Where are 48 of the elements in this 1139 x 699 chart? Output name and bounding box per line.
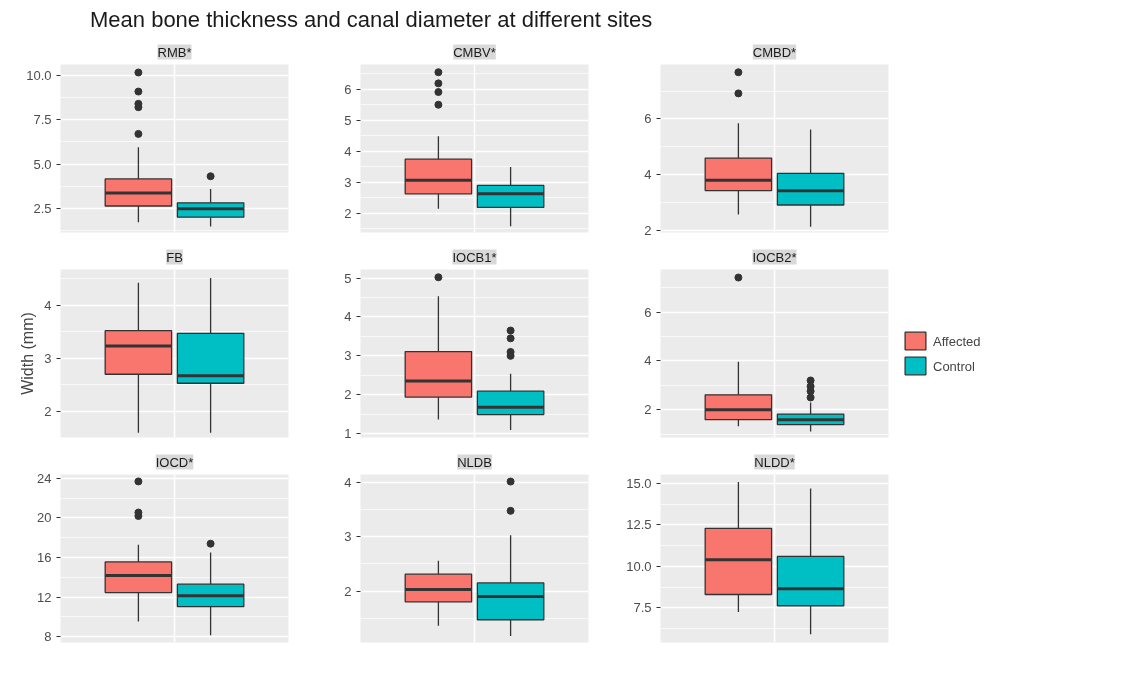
chart-title: CMBV*: [453, 44, 496, 60]
chart-title: IOCD*: [155, 454, 194, 470]
y-tick-label: 6: [644, 111, 652, 127]
chart-title: CMBD*: [752, 44, 797, 60]
y-tick-label: 16: [37, 550, 52, 566]
y-tick-label: 4: [344, 309, 352, 325]
chart-title: IOCB1*: [452, 249, 497, 265]
legend-label: Affected: [933, 333, 981, 349]
y-tick-label: 12.5: [626, 517, 652, 533]
y-tick-label: 2.5: [33, 201, 52, 217]
chart-title: RMB*: [157, 44, 192, 60]
y-tick-label: 12: [37, 589, 52, 605]
y-tick-label: 6: [644, 305, 652, 321]
y-tick-label: 2: [344, 583, 352, 599]
y-tick-label: 6: [344, 82, 352, 98]
legend-label: Control: [933, 358, 975, 374]
text: Mean bone thickness and canal diameter at different sites: [90, 6, 653, 34]
chart-title: IOCB2*: [752, 249, 797, 265]
chart-title: NLDD*: [754, 454, 795, 470]
chart-title: NLDB: [457, 454, 492, 470]
y-tick-label: 4: [644, 167, 652, 183]
y-tick-label: 5.0: [33, 157, 52, 173]
y-tick-label: 7.5: [633, 600, 652, 616]
y-tick-label: 4: [644, 353, 652, 369]
y-tick-label: 3: [44, 351, 52, 367]
y-tick-label: 15.0: [626, 476, 652, 492]
y-tick-label: 3: [344, 174, 352, 190]
y-tick-label: 4: [344, 475, 352, 491]
y-axis-title: Width (mm): [19, 312, 37, 396]
chart-title: FB: [166, 249, 183, 265]
y-tick-label: 5: [344, 113, 352, 129]
y-tick-label: 2: [44, 404, 52, 420]
y-tick-label: 4: [44, 298, 52, 314]
y-tick-label: 10.0: [626, 559, 652, 575]
y-tick-label: 2: [344, 387, 352, 403]
y-tick-label: 7.5: [33, 112, 52, 128]
y-tick-label: 3: [344, 529, 352, 545]
y-tick-label: 20: [37, 510, 52, 526]
y-tick-label: 1: [344, 426, 352, 442]
y-tick-label: 8: [44, 629, 52, 645]
y-tick-label: 10.0: [26, 68, 52, 84]
y-tick-label: 2: [344, 205, 352, 221]
y-tick-label: 24: [37, 471, 52, 487]
y-tick-label: 4: [344, 144, 352, 160]
y-tick-label: 3: [344, 348, 352, 364]
y-tick-label: 2: [644, 222, 652, 238]
y-tick-label: 2: [644, 402, 652, 418]
y-tick-label: 5: [344, 270, 352, 286]
